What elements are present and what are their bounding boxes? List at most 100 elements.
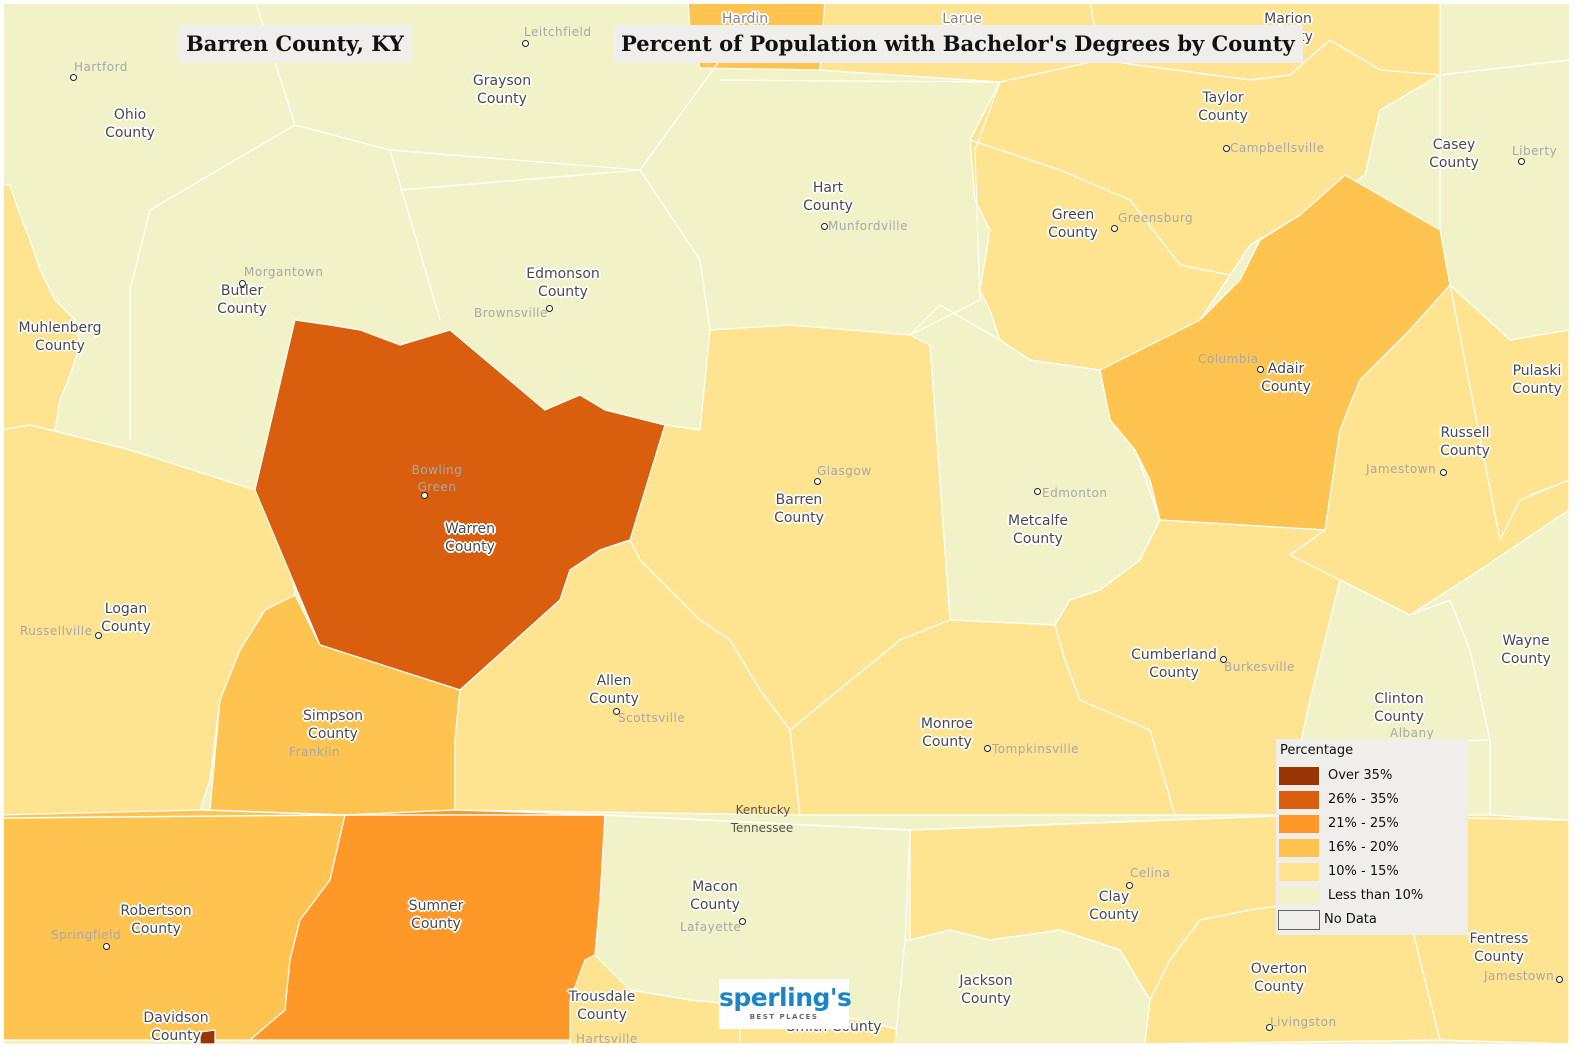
city-label-lafayette: Lafayette [680,920,742,934]
county-davidson [199,1029,216,1044]
city-marker [1556,976,1563,983]
legend-label: Less than 10% [1328,888,1424,903]
city-marker [1257,366,1264,373]
city-label-hartsville: Hartsville [576,1032,638,1044]
logo-tagline: BEST PLACES [749,1013,819,1021]
state-label-tennessee: Tennessee [730,821,794,835]
county-label-overton: Overton County [1250,961,1308,995]
city-label-leitchfield: Leitchfield [524,25,592,39]
county-label-trousdale: Trousdale County [568,989,636,1023]
city-label-brownsville: Brownsville [474,306,548,320]
county-label-cumberland: Cumberland County [1131,647,1217,681]
city-marker [1518,158,1525,165]
county-label-macon: Macon County [690,879,740,913]
county-label-logan: Logan County [101,601,151,635]
county-label-clinton: Clinton County [1374,691,1424,725]
city-label-morgantown: Morgantown [244,265,324,279]
city-label-munfordville: Munfordville [828,219,908,233]
city-label-glasgow: Glasgow [817,464,872,478]
county-label-hart: Hart County [803,180,853,214]
county-label-jackson: Jackson County [959,973,1013,1007]
city-marker [814,478,821,485]
city-label-scottsville: Scottsville [618,711,686,725]
logo-brand: sperling's [719,983,852,1012]
legend-swatch [1278,862,1320,882]
city-marker [739,918,746,925]
city-marker [1223,145,1230,152]
legend-swatch [1278,886,1320,906]
city-label-russellville: Russellville [20,624,93,638]
county-label-larue: Larue [942,11,982,27]
city-label-jamestown-ky: Jamestown [1366,462,1437,476]
county-label-allen: Allen County [589,673,639,707]
city-label-liberty: Liberty [1512,144,1558,158]
sperlings-logo[interactable]: sperling's BEST PLACES [719,979,852,1029]
county-label-barren: Barren County [774,492,824,526]
city-marker [239,280,246,287]
county-allen [454,539,801,816]
map-title: Percent of Population with Bachelor's De… [613,25,1303,63]
city-label-hartford: Hartford [74,60,128,74]
choropleth-map[interactable]: Ohio County Grayson County Hardin Larue Ma… [4,4,1569,1044]
county-label-grayson: Grayson County [472,73,532,107]
city-marker [1034,488,1041,495]
legend: Percentage Over 35% 26% - 35% 21% - 25% … [1276,739,1468,935]
county-label-robertson: Robertson County [120,903,192,937]
county-label-monroe: Monroe County [920,716,974,750]
legend-swatch [1278,910,1320,930]
county-jackson [894,929,1151,1044]
county-label-green: Green County [1048,207,1098,241]
legend-label: No Data [1324,912,1377,927]
city-marker [522,40,529,47]
city-marker [1126,882,1133,889]
city-label-albany: Albany [1390,726,1435,740]
county-label-hardin: Hardin [721,11,769,27]
city-label-livingston: Livingston [1270,1015,1337,1029]
county-label-muhlenberg: Muhlenberg County [18,320,102,354]
city-marker [103,943,110,950]
legend-title: Percentage [1280,743,1354,758]
legend-swatch [1278,790,1320,810]
legend-label: 26% - 35% [1328,792,1399,807]
legend-label: 16% - 20% [1328,840,1399,855]
city-marker [421,492,428,499]
county-muhlenberg [4,184,81,431]
state-label-kentucky: Kentucky [735,803,791,817]
county-label-casey: Casey County [1429,137,1479,171]
county-label-warren: Warren County [445,521,495,555]
city-marker [1266,1024,1273,1031]
county-label-fentress: Fentress County [1469,931,1529,965]
city-marker [546,305,553,312]
city-marker [821,223,828,230]
city-label-campbellsville: Campbellsville [1230,141,1325,155]
legend-swatch [1278,766,1320,786]
county-label-davidson: Davidson County [143,1010,209,1044]
legend-swatch [1278,838,1320,858]
county-label-adair: Adair County [1261,361,1311,395]
city-label-burkesville: Burkesville [1224,660,1295,674]
map-canvas [4,4,1569,1044]
city-label-tompkinsville: Tompkinsville [992,742,1080,756]
county-trousdale [569,954,741,1044]
county-label-metcalfe: Metcalfe County [1008,513,1068,547]
county-label-simpson: Simpson County [302,708,364,742]
county-label-russell: Russell County [1440,425,1490,459]
legend-swatch [1278,814,1320,834]
legend-label: 10% - 15% [1328,864,1399,879]
city-marker [70,74,77,81]
county-label-clay: Clay County [1089,889,1139,923]
city-label-franklin: Franklin [289,745,341,759]
city-label-celina: Celina [1130,866,1171,880]
city-marker [1220,656,1227,663]
city-marker [95,632,102,639]
county-label-taylor: Taylor County [1198,90,1248,124]
county-label-pulaski: Pulaski County [1512,363,1562,397]
city-label-springfield: Springfield [51,928,122,942]
city-marker [984,745,991,752]
county-label-edmonson: Edmonson County [526,266,600,300]
city-label-columbia: Columbia [1198,352,1259,366]
city-label-greensburg: Greensburg [1118,211,1194,225]
city-marker [1440,469,1447,476]
legend-label: 21% - 25% [1328,816,1399,831]
city-label-edmonton: Edmonton [1042,486,1108,500]
